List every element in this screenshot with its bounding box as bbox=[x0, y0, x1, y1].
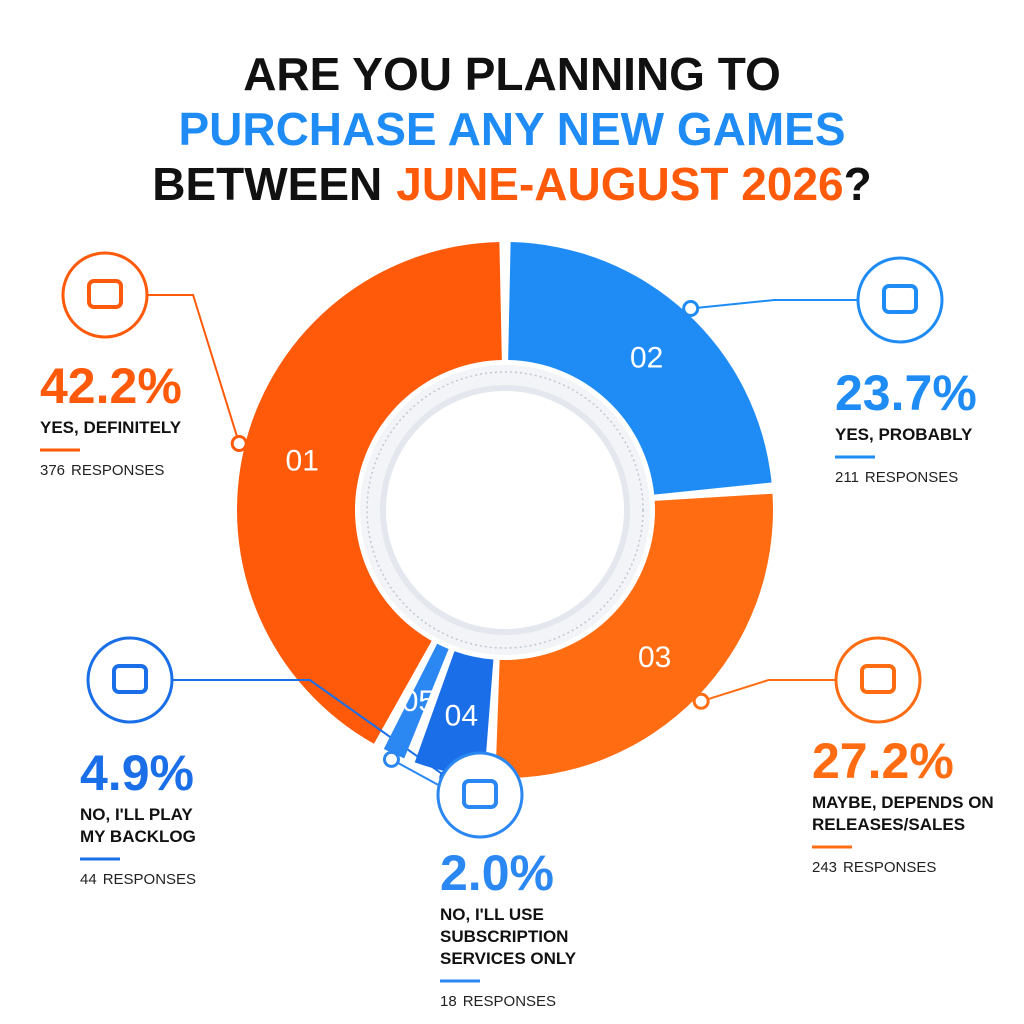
category-label: MY BACKLOG bbox=[80, 827, 196, 846]
category-label: YES, DEFINITELY bbox=[40, 418, 182, 437]
segment-number: 01 bbox=[286, 444, 319, 477]
title-highlight: JUNE-AUGUST 2026 bbox=[396, 158, 843, 210]
icon bbox=[462, 779, 498, 809]
icon bbox=[112, 664, 148, 694]
responses: 376 RESPONSES bbox=[40, 462, 164, 479]
category-label: SERVICES ONLY bbox=[440, 949, 577, 968]
segment-number: 02 bbox=[630, 341, 663, 374]
donut-segment bbox=[495, 493, 773, 778]
connector-dot bbox=[382, 750, 400, 768]
percent-label: 4.9% bbox=[80, 745, 194, 801]
segment-number: 03 bbox=[638, 641, 671, 674]
category-label: RELEASES/SALES bbox=[812, 815, 965, 834]
connector bbox=[700, 679, 836, 703]
response-unit: RESPONSES bbox=[71, 462, 164, 479]
responses: 243 RESPONSES bbox=[812, 859, 936, 876]
icon bbox=[860, 664, 896, 694]
title-part: BETWEEN bbox=[152, 158, 382, 210]
title-line: PURCHASE ANY NEW GAMES bbox=[178, 103, 845, 155]
donut-segment bbox=[508, 242, 772, 495]
connector bbox=[690, 299, 858, 310]
donut-segment bbox=[414, 651, 494, 778]
donut-segment bbox=[237, 242, 502, 744]
category-label: MAYBE, DEPENDS ON bbox=[812, 793, 994, 812]
title-line: BETWEEN JUNE-AUGUST 2026? bbox=[152, 158, 871, 210]
response-unit: RESPONSES bbox=[463, 993, 556, 1010]
category-label: SUBSCRIPTION bbox=[440, 927, 568, 946]
percent-label: 2.0% bbox=[440, 845, 554, 901]
segment-number: 05 bbox=[402, 685, 435, 718]
inner-disc bbox=[380, 385, 630, 635]
connector-dot bbox=[692, 692, 710, 710]
title-part: ? bbox=[844, 158, 872, 210]
response-count: 376 bbox=[40, 462, 65, 479]
inner-ring bbox=[366, 371, 644, 649]
connector-dot bbox=[682, 300, 700, 318]
category-label: YES, PROBABLY bbox=[835, 425, 973, 444]
response-unit: RESPONSES bbox=[103, 871, 196, 888]
category-label: NO, I'LL USE bbox=[440, 905, 544, 924]
response-count: 18 bbox=[440, 993, 457, 1010]
donut-segment bbox=[383, 643, 449, 759]
title-line: ARE YOU PLANNING TO bbox=[243, 48, 781, 100]
responses: 18 RESPONSES bbox=[440, 993, 556, 1010]
connector bbox=[147, 294, 241, 444]
icon-ring bbox=[61, 251, 149, 339]
connector-dot bbox=[230, 435, 248, 453]
icon-ring bbox=[436, 751, 524, 839]
percent-label: 42.2% bbox=[40, 358, 182, 414]
category-label: NO, I'LL PLAY bbox=[80, 805, 193, 824]
response-unit: RESPONSES bbox=[843, 859, 936, 876]
icon-ring bbox=[856, 256, 944, 344]
responses: 44 RESPONSES bbox=[80, 871, 196, 888]
icon-ring bbox=[86, 636, 174, 724]
response-count: 44 bbox=[80, 871, 97, 888]
icon-ring bbox=[834, 636, 922, 724]
segment-number: 04 bbox=[445, 699, 478, 732]
response-count: 243 bbox=[812, 859, 837, 876]
icon bbox=[882, 284, 918, 314]
icon bbox=[87, 279, 123, 309]
response-count: 211 bbox=[835, 469, 859, 486]
percent-label: 23.7% bbox=[835, 365, 977, 421]
response-unit: RESPONSES bbox=[865, 469, 958, 486]
responses: 211 RESPONSES bbox=[835, 469, 958, 486]
percent-label: 27.2% bbox=[812, 733, 954, 789]
